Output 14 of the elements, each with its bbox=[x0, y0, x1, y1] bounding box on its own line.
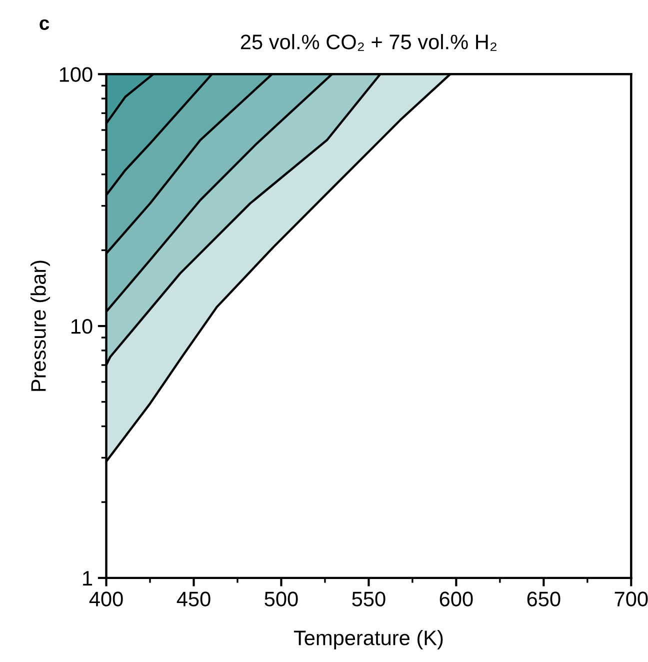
text: c bbox=[40, 19, 50, 30]
chart-title: 25 vol.% CO₂ + 75 vol.% H₂ bbox=[240, 34, 496, 51]
x-tick-label: 650 bbox=[527, 592, 560, 606]
x-tick-label: 600 bbox=[440, 592, 473, 606]
x-tick-label: 550 bbox=[352, 592, 386, 606]
x-tick-label: 450 bbox=[176, 592, 210, 606]
y-axis-title: Pressure (bar) bbox=[30, 260, 50, 391]
x-tick-label: 500 bbox=[264, 592, 298, 606]
y-tick-label: 1 bbox=[83, 571, 92, 586]
y-tick-label: 10 bbox=[71, 319, 92, 334]
y-tick-label: 100 bbox=[60, 67, 92, 82]
x-axis-title: Temperature (K) bbox=[294, 630, 443, 650]
x-tick-label: 400 bbox=[89, 592, 123, 606]
x-tick-label: 700 bbox=[614, 592, 648, 606]
